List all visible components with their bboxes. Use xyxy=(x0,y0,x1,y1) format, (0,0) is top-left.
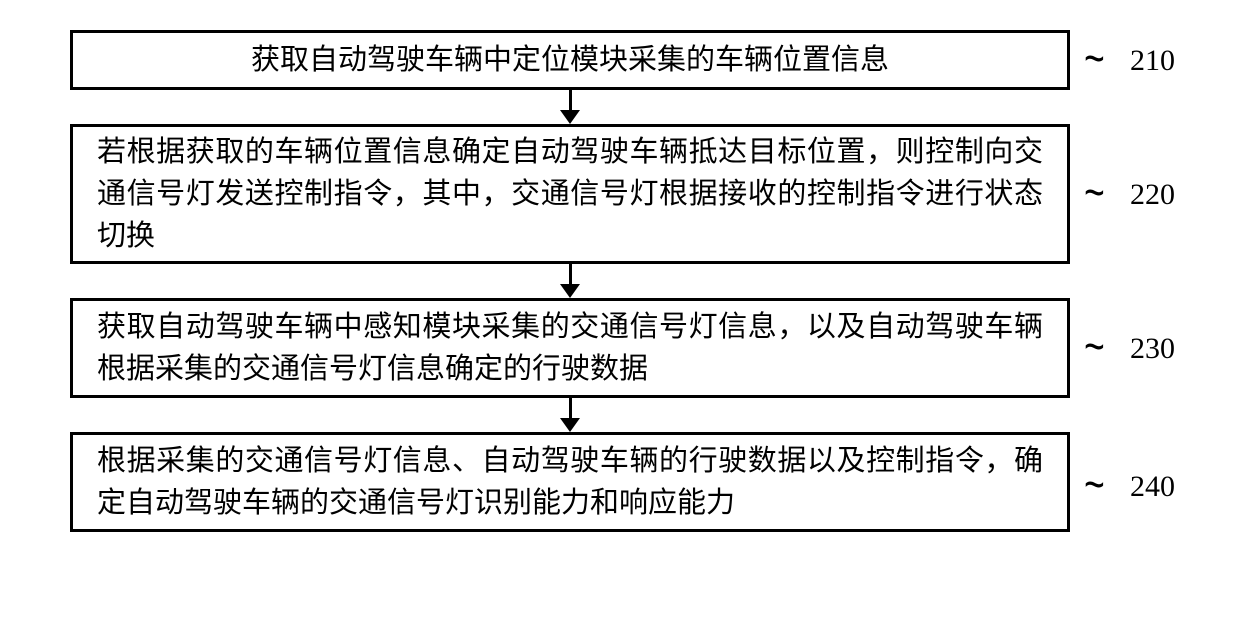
flow-node: 若根据获取的车辆位置信息确定自动驾驶车辆抵达目标位置，则控制向交通信号灯发送控制… xyxy=(70,124,1070,264)
arrow-down-icon xyxy=(560,398,580,432)
flow-node-text: 获取自动驾驶车辆中感知模块采集的交通信号灯信息，以及自动驾驶车辆根据采集的交通信… xyxy=(97,306,1043,390)
step-label: 230 xyxy=(1130,332,1175,366)
arrow-down-icon xyxy=(560,90,580,124)
tilde-icon: ~ xyxy=(1084,164,1105,221)
tilde-icon: ~ xyxy=(1084,318,1105,375)
step-label: 220 xyxy=(1130,178,1175,212)
flow-node-text: 根据采集的交通信号灯信息、自动驾驶车辆的行驶数据以及控制指令，确定自动驾驶车辆的… xyxy=(97,440,1043,524)
tilde-icon: ~ xyxy=(1084,30,1105,87)
step-label: 240 xyxy=(1130,470,1175,504)
flow-node: 根据采集的交通信号灯信息、自动驾驶车辆的行驶数据以及控制指令，确定自动驾驶车辆的… xyxy=(70,432,1070,532)
flow-node: 获取自动驾驶车辆中感知模块采集的交通信号灯信息，以及自动驾驶车辆根据采集的交通信… xyxy=(70,298,1070,398)
flowchart-column: 获取自动驾驶车辆中定位模块采集的车辆位置信息 若根据获取的车辆位置信息确定自动驾… xyxy=(60,30,1080,532)
arrow-down-icon xyxy=(560,264,580,298)
flow-node-text: 若根据获取的车辆位置信息确定自动驾驶车辆抵达目标位置，则控制向交通信号灯发送控制… xyxy=(97,131,1043,257)
step-label: 210 xyxy=(1130,44,1175,78)
flow-node-text: 获取自动驾驶车辆中定位模块采集的车辆位置信息 xyxy=(97,39,1043,81)
flow-node: 获取自动驾驶车辆中定位模块采集的车辆位置信息 xyxy=(70,30,1070,90)
tilde-icon: ~ xyxy=(1084,456,1105,513)
